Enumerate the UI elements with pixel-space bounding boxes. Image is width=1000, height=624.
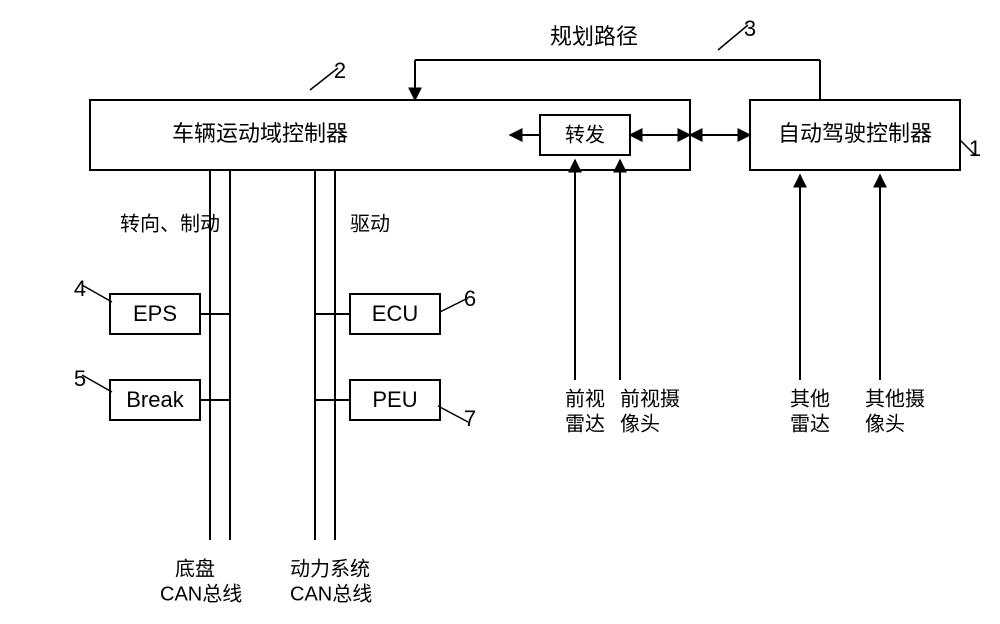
label-chassis_bus_1: 底盘 xyxy=(175,557,215,580)
label-drive: 驱动 xyxy=(350,212,390,235)
label-power_bus_1: 动力系统 xyxy=(290,557,370,580)
relay-label: 转发 xyxy=(565,123,605,146)
vmc-label: 车辆运动域控制器 xyxy=(172,121,348,146)
eps-label: EPS xyxy=(133,301,177,326)
callout-leader-4 xyxy=(82,285,112,302)
label-front_cam_2: 像头 xyxy=(620,412,660,435)
callout-leader-5 xyxy=(82,375,112,392)
label-power_bus_2: CAN总线 xyxy=(290,582,372,605)
label-other_cam_2: 像头 xyxy=(865,412,905,435)
label-front_cam_1: 前视摄 xyxy=(620,387,680,410)
label-planned_path: 规划路径 xyxy=(550,24,638,49)
callout-1: 1 xyxy=(969,136,981,161)
break-label: Break xyxy=(126,387,184,412)
peu-label: PEU xyxy=(372,387,417,412)
label-front_radar_2: 雷达 xyxy=(565,412,605,435)
diagram-canvas: 车辆运动域控制器 自动驾驶控制器 转发 EPS Break ECU PEU 规划路径转向、制动… xyxy=(0,0,1000,624)
label-front_radar_1: 前视 xyxy=(565,387,605,410)
callout-5: 5 xyxy=(74,366,86,391)
adc-label: 自动驾驶控制器 xyxy=(778,121,932,146)
label-other_cam_1: 其他摄 xyxy=(865,387,925,410)
callout-7: 7 xyxy=(464,406,476,431)
label-other_radar_1: 其他 xyxy=(790,387,830,410)
ecu-label: ECU xyxy=(372,301,418,326)
callout-3: 3 xyxy=(744,16,756,41)
label-steer_brake: 转向、制动 xyxy=(120,212,220,235)
label-other_radar_2: 雷达 xyxy=(790,412,830,435)
callout-4: 4 xyxy=(74,276,86,301)
label-chassis_bus_2: CAN总线 xyxy=(160,582,242,605)
